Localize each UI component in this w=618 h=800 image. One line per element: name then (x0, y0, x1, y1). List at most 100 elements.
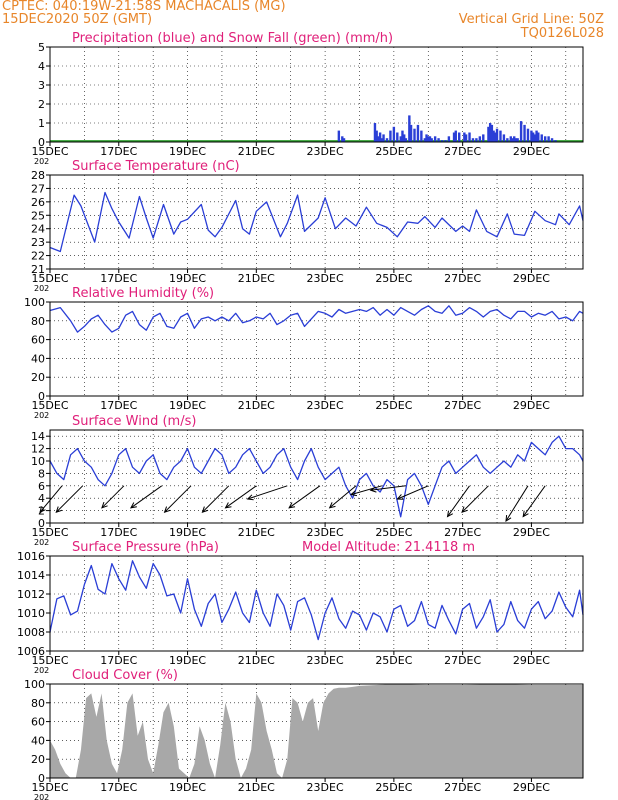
precip-bar (396, 132, 399, 142)
x-tick-label: 25DEC (375, 781, 412, 794)
precip-bar (444, 140, 447, 142)
x-tick-label: 19DEC (169, 399, 206, 412)
precip-bar (440, 140, 444, 142)
y-tick-label: 100 (24, 678, 45, 691)
x-tick-label: 27DEC (444, 654, 481, 667)
x-tick-label: 25DEC (375, 526, 412, 539)
wind-arrow-head (328, 502, 336, 509)
precip-bar (490, 124, 494, 142)
y-tick-label: 60 (31, 334, 45, 347)
y-tick-label: 1006 (17, 645, 45, 658)
header-station: CPTEC: 040:19W-21:58S MACHACALIS (MG) (2, 0, 286, 14)
y-tick-label: 0 (38, 136, 45, 149)
wind-arrow-shaft (447, 485, 470, 517)
y-tick-label: 25 (31, 209, 45, 222)
x-tick-label: 21DEC (238, 781, 275, 794)
x-tick-label: 29DEC (513, 399, 550, 412)
y-tick-label: 10 (31, 455, 45, 468)
y-tick-label: 40 (31, 352, 45, 365)
x-tick-label: 25DEC (375, 654, 412, 667)
wind-arrow-shaft (329, 485, 357, 509)
x-tick-label: 23DEC (307, 654, 344, 667)
precip-bar (423, 138, 427, 142)
x-tick-label: 27DEC (444, 399, 481, 412)
x-year-label: 202 (34, 538, 49, 547)
y-tick-label: 21 (31, 263, 45, 276)
series-line (49, 435, 584, 518)
precip-bar (533, 134, 537, 142)
y-tick-label: 26 (31, 196, 45, 209)
x-tick-label: 17DEC (100, 145, 137, 158)
y-tick-label: 20 (31, 371, 45, 384)
precip-bar (377, 136, 380, 142)
plot-frame (49, 429, 584, 524)
precip-bar (495, 128, 499, 142)
plot-frame (49, 555, 584, 652)
precip-bar (506, 138, 509, 142)
x-tick-label: 17DEC (100, 781, 137, 794)
y-tick-label: 14 (31, 430, 45, 443)
x-tick-label: 15DEC (31, 145, 68, 158)
wind-arrow-head (288, 502, 296, 509)
precip-bar (425, 134, 428, 142)
x-tick-label: 29DEC (513, 272, 550, 285)
plot-frame (49, 301, 584, 397)
y-tick-label: 1008 (17, 626, 45, 639)
plot-frame (49, 46, 584, 143)
precip-bar (342, 138, 346, 142)
wind-arrow-head (163, 506, 171, 514)
wind-arrow-head (130, 502, 137, 509)
precip-bar (341, 136, 344, 142)
x-tick-label: 15DEC (31, 272, 68, 285)
precip-bar (464, 134, 468, 142)
x-tick-label: 19DEC (169, 145, 206, 158)
y-tick-label: 1012 (17, 588, 45, 601)
precip-bar (513, 136, 516, 142)
precip-bar (499, 130, 502, 142)
x-tick-label: 23DEC (307, 781, 344, 794)
x-tick-label: 17DEC (100, 399, 137, 412)
panel-title: Relative Humidity (%) (72, 286, 214, 301)
y-tick-label: 100 (24, 296, 45, 309)
precip-bar (537, 132, 540, 142)
x-tick-label: 19DEC (169, 526, 206, 539)
precip-bar (452, 132, 456, 142)
wind-arrow-shaft (39, 485, 63, 513)
precip-bar (494, 132, 497, 142)
wind-arrow-shaft (164, 485, 192, 513)
precip-bar (375, 130, 378, 142)
y-tick-label: 8 (38, 467, 45, 480)
x-tick-label: 19DEC (169, 781, 206, 794)
y-tick-label: 1016 (17, 550, 45, 563)
precip-bar (385, 138, 389, 142)
y-tick-label: 20 (31, 753, 45, 766)
x-tick-label: 23DEC (307, 399, 344, 412)
precip-bar (399, 136, 402, 142)
wind-arrow-head (369, 486, 377, 493)
y-tick-label: 80 (31, 697, 45, 710)
wind-arrow-head (522, 510, 529, 518)
wind-arrow-shaft (522, 485, 546, 517)
wind-arrow-head (446, 510, 454, 518)
precip-bar (373, 123, 377, 142)
x-year-label: 202 (34, 411, 49, 420)
x-tick-label: 21DEC (238, 145, 275, 158)
precip-bar (475, 138, 478, 142)
precip-bar (401, 130, 404, 142)
panel-title: Cloud Cover (%) (72, 668, 178, 683)
precip-bar (543, 136, 547, 142)
precip-bar (428, 136, 432, 142)
y-tick-label: 27 (31, 182, 45, 195)
y-tick-label: 1 (38, 117, 45, 130)
precip-bar (535, 130, 538, 142)
wind-arrow-head (224, 502, 232, 509)
y-tick-label: 0 (38, 772, 45, 785)
wind-arrow-shaft (225, 485, 257, 509)
precip-bar (531, 132, 535, 142)
precip-bar (430, 138, 433, 142)
precip-bar (523, 124, 526, 142)
cloud-area (50, 684, 583, 778)
panel-4: 0246810121415DEC17DEC19DEC21DEC23DEC25DE… (31, 414, 584, 547)
x-tick-label: 15DEC (31, 654, 68, 667)
y-tick-label: 22 (31, 250, 45, 263)
